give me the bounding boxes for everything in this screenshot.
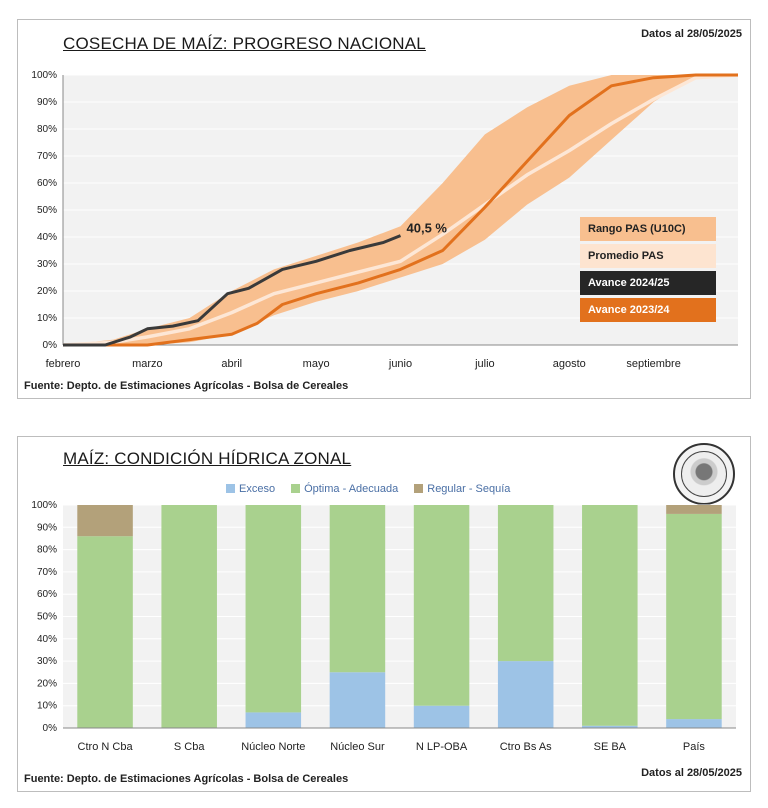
bar-segment <box>666 505 722 514</box>
previous-season-line <box>63 73 738 347</box>
x-tick-label: abril <box>221 358 242 370</box>
x-tick-label: N LP-OBA <box>416 741 468 753</box>
legend-label: Óptima - Adecuada <box>304 483 399 495</box>
chart-title: COSECHA DE MAÍZ: PROGRESO NACIONAL <box>63 34 426 53</box>
y-tick-label: 90% <box>37 97 57 108</box>
y-tick-label: 30% <box>37 259 57 270</box>
x-tick-label: febrero <box>46 358 81 370</box>
source-note: Fuente: Depto. de Estimaciones Agrícolas… <box>24 773 349 785</box>
bar-segment <box>666 719 722 728</box>
bar-segment <box>413 705 470 728</box>
chart-title: MAÍZ: CONDICIÓN HÍDRICA ZONAL <box>63 449 352 468</box>
bar-segment <box>161 505 217 728</box>
legend-label: Exceso <box>239 483 276 495</box>
x-tick-label: marzo <box>132 358 163 370</box>
legend-item: Avance 2024/25 <box>580 271 716 295</box>
y-tick-label: 100% <box>31 500 57 511</box>
water-condition-chart: 0% 10% 20% 30% 40% 50% 60% 70% 80% 90% 100% Ctro N … <box>31 500 736 753</box>
water-condition-panel: MAÍZ: CONDICIÓN HÍDRICA ZONAL Exceso Ópti… <box>17 436 751 792</box>
current-value-label: 40,5 % <box>407 221 448 236</box>
x-tick-label: mayo <box>303 358 330 370</box>
x-tick-label: agosto <box>553 358 586 370</box>
data-date: Datos al 28/05/2025 <box>641 28 742 40</box>
legend-item: Óptima - Adecuada <box>291 483 398 495</box>
y-tick-label: 90% <box>37 522 57 533</box>
bar-segment <box>582 505 638 726</box>
legend: Exceso Óptima - Adecuada Regular - Sequía <box>226 483 526 495</box>
bar-segment <box>582 725 638 728</box>
bar-segment <box>413 505 470 706</box>
average-line <box>62 73 739 347</box>
legend-swatch <box>291 484 301 493</box>
x-tick-label: septiembre <box>626 358 680 370</box>
x-tick-label: Ctro N Cba <box>78 741 134 753</box>
data-date: Datos al 28/05/2025 <box>641 767 742 779</box>
legend-swatch <box>414 484 424 493</box>
y-tick-label: 50% <box>37 612 57 623</box>
source-note: Fuente: Depto. de Estimaciones Agrícolas… <box>24 380 349 392</box>
legend-item: Avance 2023/24 <box>580 298 716 322</box>
bar-segment <box>497 661 554 728</box>
y-tick-label: 50% <box>37 205 57 216</box>
range-band <box>63 75 738 345</box>
y-tick-label: 100% <box>31 70 57 81</box>
y-tick-label: 10% <box>37 701 57 712</box>
bar-segment <box>245 712 302 728</box>
y-tick-label: 80% <box>37 124 57 135</box>
current-season-line <box>63 234 402 347</box>
y-tick-label: 20% <box>37 678 57 689</box>
bar-segment <box>497 505 554 662</box>
y-tick-label: 60% <box>37 178 57 189</box>
x-tick-label: junio <box>388 358 412 370</box>
y-tick-label: 80% <box>37 545 57 556</box>
y-tick-label: 10% <box>37 313 57 324</box>
x-tick-label: Núcleo Sur <box>330 741 385 753</box>
legend-label: Regular - Sequía <box>427 483 511 495</box>
x-tick-label: S Cba <box>174 741 205 753</box>
bar-segment <box>245 505 302 713</box>
bar-segment <box>77 505 133 537</box>
y-tick-label: 40% <box>37 634 57 645</box>
bar-segment <box>329 672 386 728</box>
y-tick-label: 30% <box>37 656 57 667</box>
y-tick-label: 20% <box>37 286 57 297</box>
x-tick-label: SE BA <box>594 741 627 753</box>
y-tick-label: 40% <box>37 232 57 243</box>
y-tick-label: 70% <box>37 151 57 162</box>
harvest-progress-panel: COSECHA DE MAÍZ: PROGRESO NACIONAL Datos… <box>17 19 751 399</box>
bar-segment <box>666 513 722 720</box>
bar-segment <box>329 505 386 673</box>
y-tick-label: 70% <box>37 567 57 578</box>
legend-item: Promedio PAS <box>580 244 716 268</box>
legend-item: Exceso <box>226 483 275 495</box>
y-tick-label: 0% <box>43 723 58 734</box>
bar-segment <box>77 536 133 728</box>
x-tick-label: Ctro Bs As <box>500 741 552 753</box>
legend-item: Regular - Sequía <box>414 483 510 495</box>
legend-item: Rango PAS (U10C) <box>580 217 716 241</box>
y-tick-label: 60% <box>37 589 57 600</box>
x-tick-label: País <box>683 741 706 753</box>
x-tick-label: Núcleo Norte <box>241 741 305 753</box>
x-tick-label: julio <box>474 358 495 370</box>
y-tick-label: 0% <box>43 340 58 351</box>
bolsa-cereales-logo <box>673 443 735 505</box>
legend-swatch <box>226 484 235 493</box>
